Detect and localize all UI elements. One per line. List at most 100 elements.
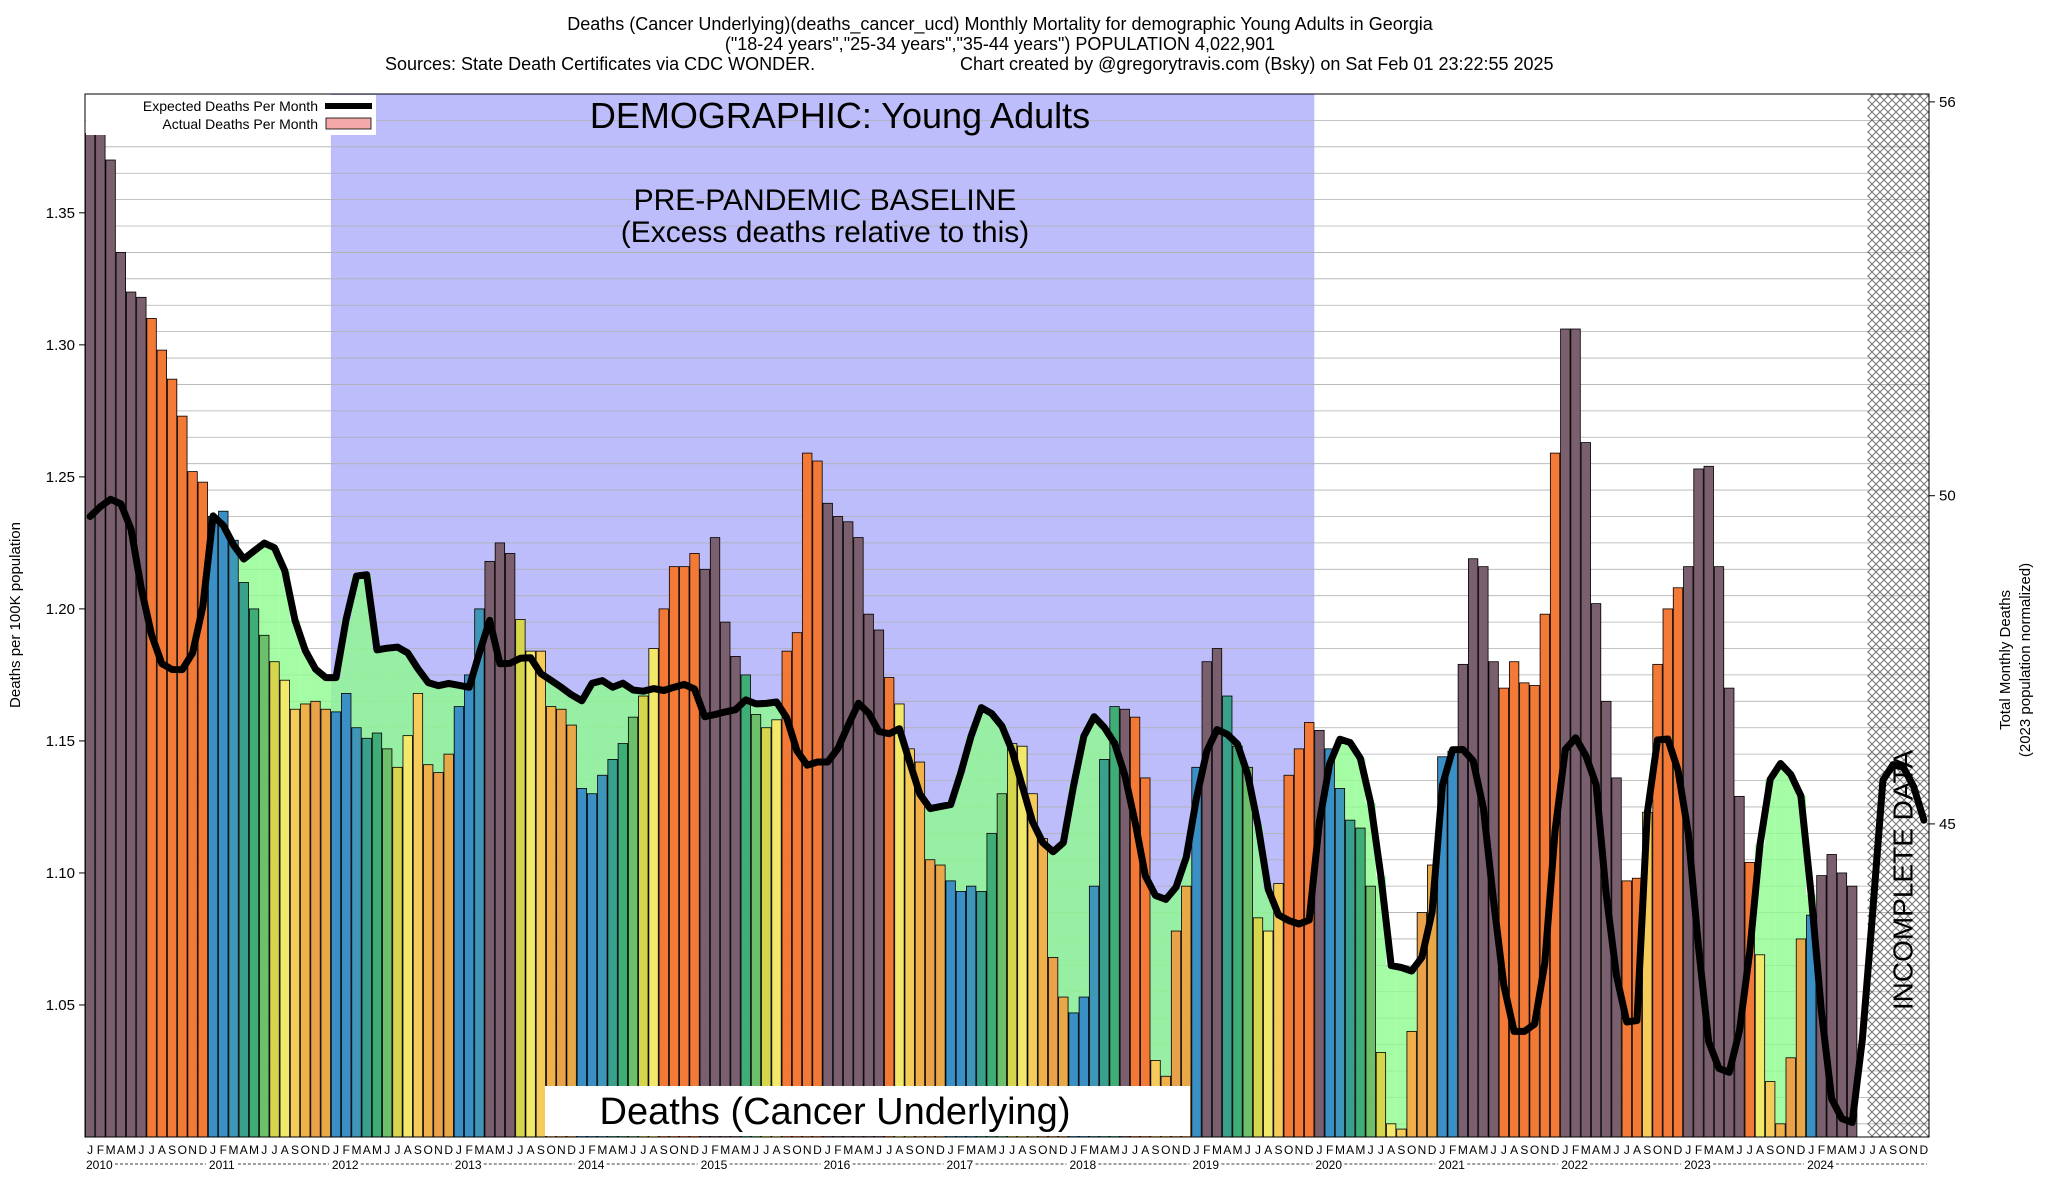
x-month-label: J <box>702 1143 708 1157</box>
x-month-label: J <box>1439 1143 1445 1157</box>
y-tick-label: 1.25 <box>46 469 75 486</box>
x-month-label: M <box>1704 1143 1714 1157</box>
y-tick-label: 1.10 <box>46 865 75 882</box>
bar <box>1508 661 1520 1137</box>
x-month-label: J <box>456 1143 462 1157</box>
x-month-label: S <box>660 1143 668 1157</box>
bar <box>361 737 372 1137</box>
excess-segment <box>1406 971 1417 1032</box>
bar <box>453 706 465 1137</box>
bar <box>904 748 915 1137</box>
excess-segment <box>976 707 987 892</box>
x-month-label: F <box>343 1143 350 1157</box>
excess-segment <box>556 687 567 710</box>
x-month-label: O <box>1776 1143 1785 1157</box>
x-month-label: A <box>1756 1143 1764 1157</box>
expected-deaths-line <box>86 495 1928 1126</box>
x-month-label: D <box>1551 1143 1560 1157</box>
bar <box>1027 793 1038 1137</box>
x-month-label: A <box>1018 1143 1026 1157</box>
bar <box>177 415 188 1137</box>
x-month-label: A <box>1264 1143 1272 1157</box>
x-month-label: M <box>597 1143 607 1157</box>
bar <box>1007 743 1018 1137</box>
bar <box>402 735 413 1137</box>
y-axis-title-right: Total Monthly Deaths <box>1997 590 2014 730</box>
x-month-label: N <box>1295 1143 1304 1157</box>
x-year-label: 2024 <box>1807 1158 1834 1172</box>
x-month-label: A <box>404 1143 412 1157</box>
excess-segment <box>269 547 280 662</box>
bar <box>166 378 178 1137</box>
x-year-label: 2010 <box>86 1158 113 1172</box>
x-month-label: D <box>567 1143 576 1157</box>
x-month-label: A <box>977 1143 985 1157</box>
bar <box>535 650 547 1137</box>
bar <box>1263 930 1274 1137</box>
bar <box>156 349 167 1137</box>
bar <box>1396 1128 1407 1137</box>
x-month-label: J <box>876 1143 882 1157</box>
x-month-label: S <box>1029 1143 1037 1157</box>
chart-sources: Sources: State Death Certificates via CD… <box>385 54 815 74</box>
x-month-label: J <box>1685 1143 1691 1157</box>
x-month-label: S <box>1766 1143 1774 1157</box>
excess-segment <box>597 680 608 776</box>
bar <box>658 608 669 1137</box>
bar <box>1662 608 1673 1137</box>
bar <box>1078 996 1089 1137</box>
x-month-label: A <box>732 1143 740 1157</box>
bar <box>443 753 454 1137</box>
bar <box>617 743 628 1137</box>
excess-segment <box>1795 795 1807 939</box>
excess-segment <box>1181 857 1192 887</box>
x-month-label: A <box>1879 1143 1887 1157</box>
excess-segment <box>1252 825 1264 918</box>
chart-credit: Chart created by @gregorytravis.com (Bsk… <box>960 54 1554 74</box>
bar <box>556 708 567 1137</box>
bar <box>1437 756 1448 1137</box>
x-month-label: F <box>1695 1143 1702 1157</box>
bar <box>597 774 608 1137</box>
x-month-label: F <box>588 1143 595 1157</box>
bar <box>976 891 987 1137</box>
x-month-label: O <box>1038 1143 1047 1157</box>
bar <box>1232 745 1243 1137</box>
bar <box>1304 722 1315 1137</box>
x-month-label: J <box>272 1143 278 1157</box>
x-month-label: J <box>1378 1143 1384 1157</box>
x-month-label: O <box>546 1143 555 1157</box>
x-month-label: N <box>557 1143 566 1157</box>
x-month-label: D <box>936 1143 945 1157</box>
x-month-label: J <box>753 1143 759 1157</box>
bar <box>1119 708 1130 1137</box>
bar <box>105 159 116 1137</box>
bar <box>1293 748 1305 1137</box>
excess-segment <box>1334 739 1346 789</box>
excess-segment <box>986 713 997 834</box>
x-month-label: M <box>864 1143 874 1157</box>
y-tick-label: 1.30 <box>46 337 75 354</box>
x-month-label: A <box>1100 1143 1108 1157</box>
x-month-label: S <box>1397 1143 1405 1157</box>
bar <box>1836 872 1848 1137</box>
x-month-label: M <box>1601 1143 1611 1157</box>
bar <box>1191 766 1202 1137</box>
x-month-label: A <box>1346 1143 1354 1157</box>
x-month-label: A <box>527 1143 535 1157</box>
x-month-label: N <box>1663 1143 1672 1157</box>
x-month-label: J <box>149 1143 155 1157</box>
bar <box>1795 938 1807 1137</box>
x-month-label: A <box>1838 1143 1846 1157</box>
excess-segment <box>566 694 577 726</box>
x-month-label: J <box>210 1143 216 1157</box>
x-month-label: F <box>711 1143 718 1157</box>
incomplete-data-label: INCOMPLETE DATA <box>1888 750 1919 1011</box>
x-month-label: A <box>117 1143 125 1157</box>
bar <box>832 516 844 1137</box>
bar <box>371 732 383 1137</box>
bar <box>494 542 506 1137</box>
baseline-sublabel: (Excess deaths relative to this) <box>621 216 1030 249</box>
x-month-label: J <box>1009 1143 1015 1157</box>
x-month-label: M <box>843 1143 853 1157</box>
